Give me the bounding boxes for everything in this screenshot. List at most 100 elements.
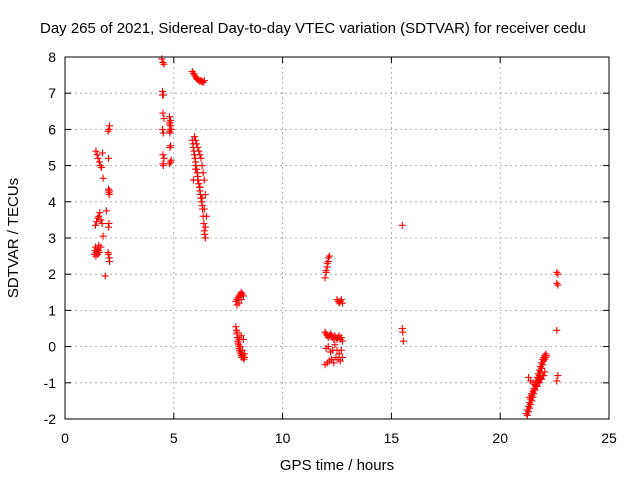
y-tick-label: 2: [48, 266, 56, 282]
data-point: [554, 281, 562, 289]
data-point: [195, 147, 203, 155]
data-point: [323, 259, 331, 267]
data-point: [165, 160, 173, 168]
data-point: [196, 183, 204, 191]
data-point: [399, 328, 407, 336]
data-point: [237, 332, 245, 340]
data-point: [324, 343, 332, 351]
data-point: [167, 158, 175, 166]
data-point: [200, 77, 208, 85]
data-point: [98, 220, 106, 228]
data-point: [553, 326, 561, 334]
data-point: [105, 125, 113, 133]
data-point: [539, 361, 547, 369]
y-tick-label: 6: [48, 121, 56, 137]
data-point: [159, 151, 167, 159]
data-point: [160, 115, 168, 123]
data-point: [338, 353, 346, 361]
data-point: [93, 151, 101, 159]
data-point: [158, 125, 166, 133]
data-point: [337, 346, 345, 354]
y-tick-label: 5: [48, 158, 56, 174]
data-point: [159, 162, 167, 170]
axis-ticks: 0 5 10 15 20 25 -2 -1 0 1 2 3 4 5 6 7 8: [44, 49, 617, 446]
y-tick-label: 4: [48, 194, 56, 210]
data-point: [553, 279, 561, 287]
data-point: [199, 169, 207, 177]
data-point: [106, 122, 114, 130]
data-points: [90, 55, 562, 419]
data-point: [337, 296, 345, 304]
data-point: [542, 352, 550, 360]
data-point: [541, 368, 549, 376]
data-point: [325, 252, 333, 260]
data-point: [159, 58, 167, 66]
data-point: [91, 221, 99, 229]
data-point: [105, 154, 113, 162]
x-tick-label: 20: [492, 430, 508, 446]
data-point: [165, 120, 173, 128]
data-point: [192, 136, 200, 144]
data-point: [105, 187, 113, 195]
data-point: [106, 258, 114, 266]
data-point: [93, 218, 101, 226]
data-point: [232, 323, 240, 331]
y-tick-label: 1: [48, 302, 56, 318]
data-point: [197, 154, 205, 162]
data-point: [96, 209, 104, 217]
data-point: [538, 364, 546, 372]
data-point: [159, 109, 167, 117]
data-point: [236, 343, 244, 351]
y-tick-label: -2: [44, 411, 57, 427]
data-point: [167, 142, 175, 150]
data-point: [201, 223, 209, 231]
data-point: [235, 299, 243, 307]
chart-title: Day 265 of 2021, Sidereal Day-to-day VTE…: [40, 20, 586, 37]
data-point: [99, 174, 107, 182]
y-tick-label: 8: [48, 49, 56, 65]
data-point: [322, 267, 330, 275]
data-point: [193, 140, 201, 148]
data-point: [104, 127, 112, 135]
data-point: [553, 268, 561, 276]
data-point: [554, 270, 562, 278]
data-point: [330, 359, 338, 367]
data-point: [194, 144, 202, 151]
data-point: [553, 377, 561, 385]
data-point: [158, 55, 166, 63]
data-point: [159, 129, 167, 137]
y-tick-label: -1: [44, 375, 57, 391]
data-point: [337, 334, 345, 342]
data-point: [102, 207, 110, 215]
data-point: [167, 156, 175, 164]
data-point: [526, 393, 534, 401]
x-axis-label: GPS time / hours: [280, 457, 394, 474]
y-tick-label: 3: [48, 230, 56, 246]
data-point: [92, 147, 100, 155]
x-tick-label: 0: [61, 430, 69, 446]
data-point: [528, 397, 536, 405]
data-point: [196, 151, 204, 159]
data-point: [235, 335, 243, 343]
data-point: [104, 248, 112, 256]
data-point: [335, 350, 343, 358]
data-point: [160, 154, 168, 162]
data-point: [94, 154, 102, 162]
data-point: [95, 212, 103, 220]
data-point: [539, 372, 547, 380]
y-tick-label: 0: [48, 339, 56, 355]
data-point: [201, 191, 209, 199]
data-point: [160, 60, 168, 68]
data-point: [190, 133, 198, 141]
data-point: [338, 337, 346, 345]
data-point: [527, 401, 535, 409]
data-point: [98, 163, 106, 171]
data-point: [238, 346, 246, 354]
data-point: [101, 272, 109, 280]
data-point: [96, 162, 104, 170]
data-point: [398, 221, 406, 229]
data-point: [524, 408, 532, 416]
data-point: [166, 129, 174, 137]
y-axis-label: SDTVAR / TECUs: [5, 178, 22, 298]
